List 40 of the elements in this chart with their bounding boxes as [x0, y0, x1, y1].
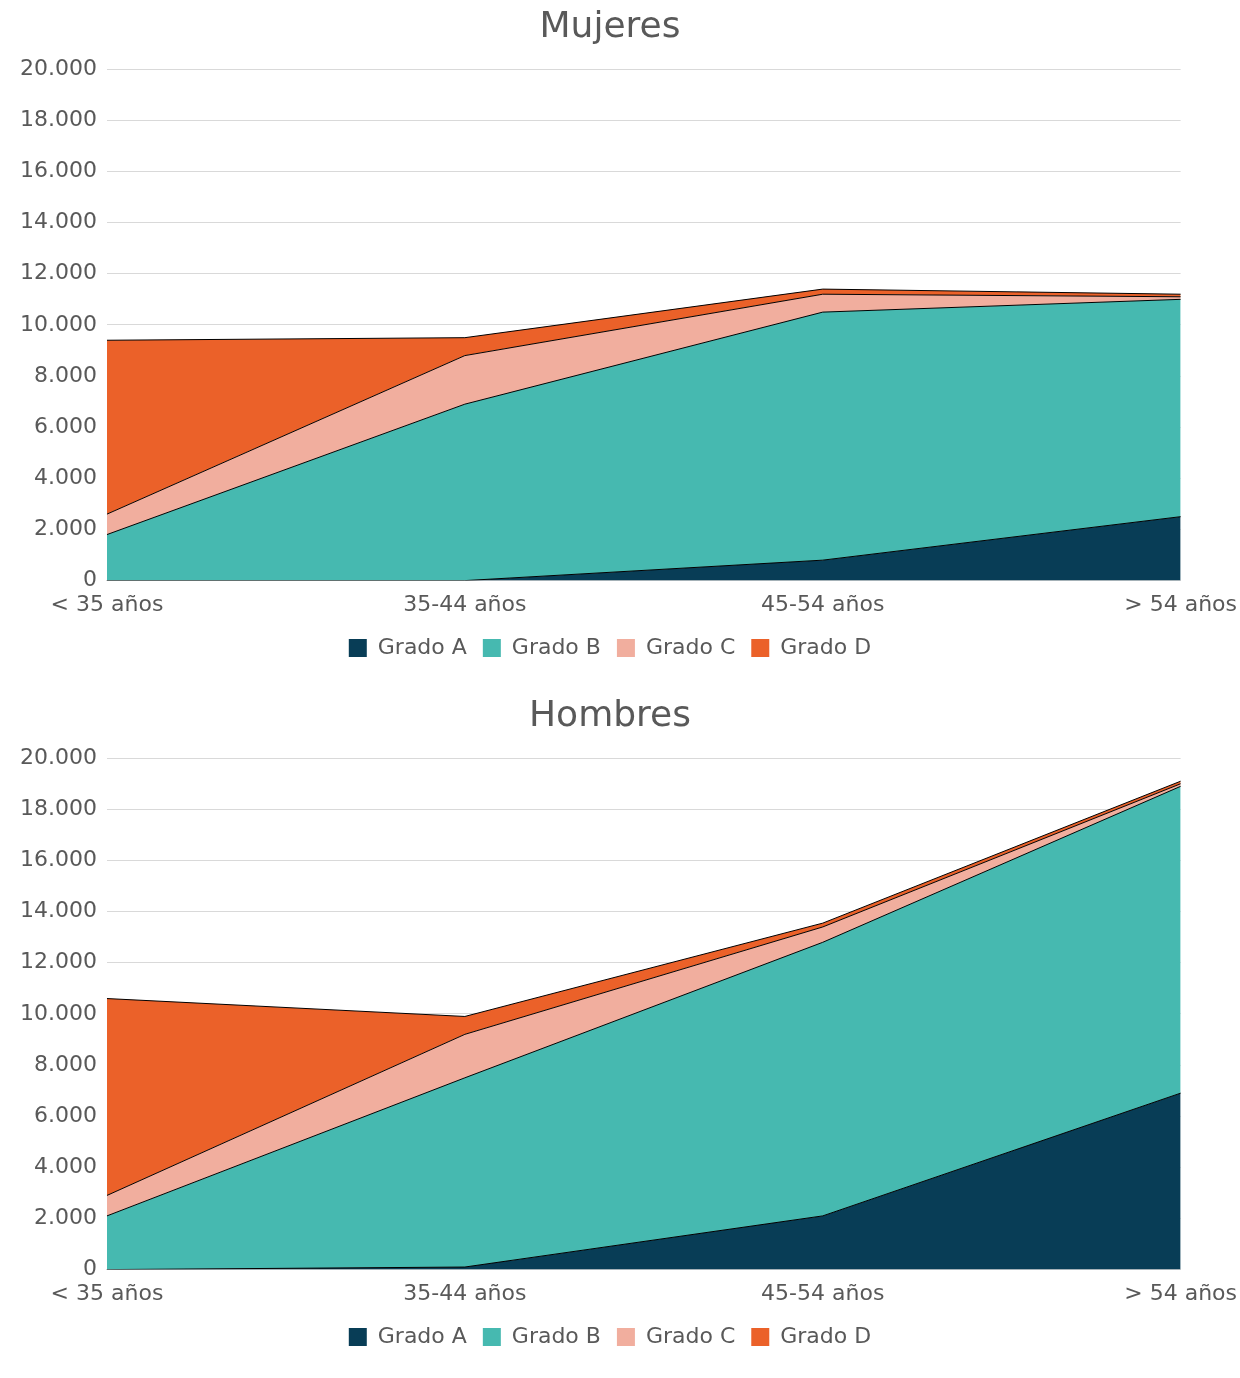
- y-tick-label: 4.000: [33, 1153, 97, 1179]
- y-tick-label: 20.000: [19, 54, 97, 80]
- x-tick-label: < 35 años: [50, 590, 164, 616]
- y-tick-label: 16.000: [19, 846, 97, 872]
- y-tick-label: 10.000: [19, 310, 97, 336]
- y-tick-label: 0: [82, 1255, 97, 1281]
- chart-title: Mujeres: [539, 3, 681, 45]
- y-tick-label: 4.000: [33, 464, 97, 490]
- legend-label: Grado D: [780, 1322, 872, 1348]
- x-tick-label: 35-44 años: [403, 590, 527, 616]
- y-tick-label: 10.000: [19, 999, 97, 1025]
- y-tick-label: 12.000: [19, 259, 97, 285]
- y-tick-label: 18.000: [19, 795, 97, 821]
- legend-label: Grado A: [377, 1322, 467, 1348]
- y-tick-label: 14.000: [19, 208, 97, 234]
- y-tick-label: 12.000: [19, 948, 97, 974]
- chart-title: Hombres: [529, 692, 691, 734]
- legend-label: Grado A: [377, 633, 467, 659]
- x-tick-label: > 54 años: [1124, 590, 1237, 616]
- y-tick-label: 6.000: [33, 1101, 97, 1127]
- y-tick-label: 20.000: [19, 743, 97, 769]
- y-tick-label: 18.000: [19, 106, 97, 132]
- x-tick-label: 35-44 años: [403, 1279, 527, 1305]
- y-tick-label: 16.000: [19, 157, 97, 183]
- y-tick-label: 6.000: [33, 412, 97, 438]
- legend-label: Grado C: [645, 1322, 736, 1348]
- x-tick-label: 45-54 años: [761, 1279, 885, 1305]
- y-tick-label: 0: [82, 566, 97, 592]
- y-tick-label: 8.000: [33, 1050, 97, 1076]
- legend-label: Grado B: [511, 633, 601, 659]
- y-tick-label: 8.000: [33, 361, 97, 387]
- x-tick-label: > 54 años: [1124, 1279, 1237, 1305]
- x-tick-label: < 35 años: [50, 1279, 164, 1305]
- legend-label: Grado C: [645, 633, 736, 659]
- x-tick-label: 45-54 años: [761, 590, 885, 616]
- y-tick-label: 2.000: [33, 515, 97, 541]
- y-tick-label: 2.000: [33, 1204, 97, 1230]
- legend-label: Grado D: [780, 633, 872, 659]
- y-tick-label: 14.000: [19, 897, 97, 923]
- legend-label: Grado B: [511, 1322, 601, 1348]
